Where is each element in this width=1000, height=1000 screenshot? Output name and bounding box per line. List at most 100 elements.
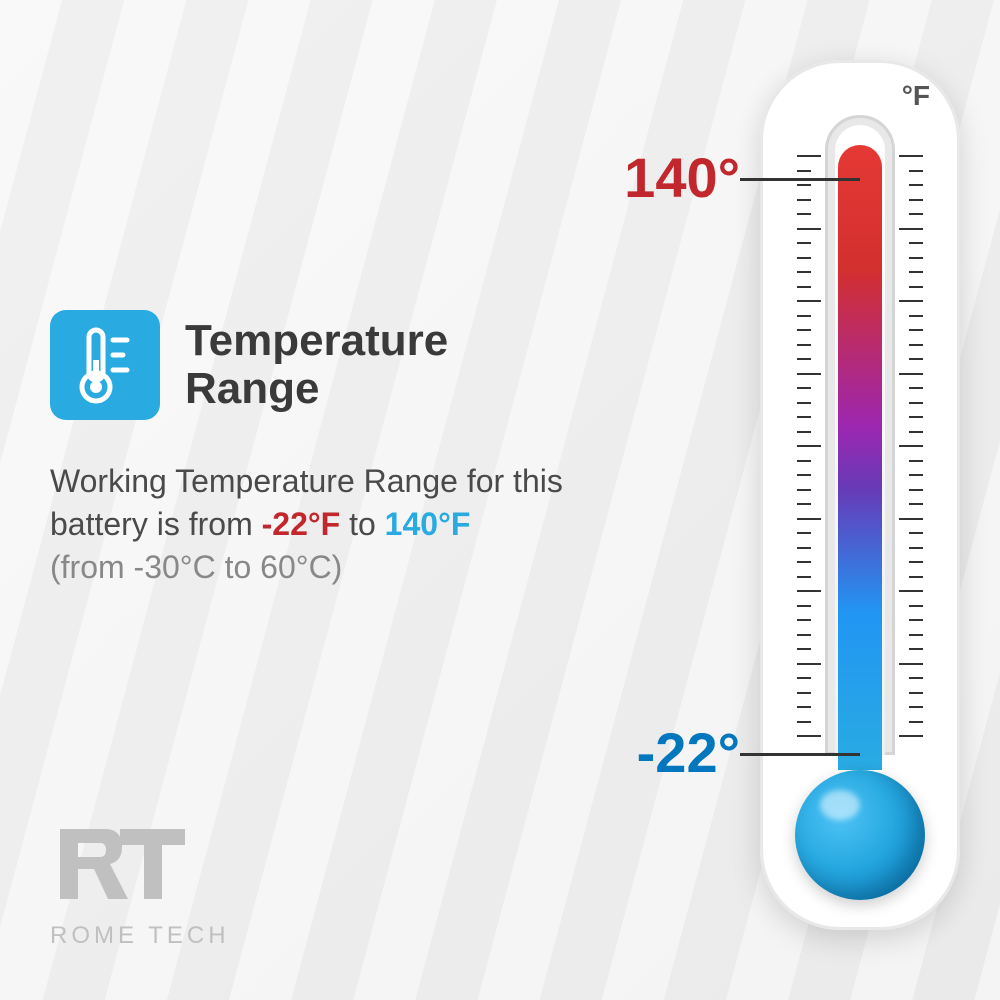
content-panel: Temperature Range Working Temperature Ra… xyxy=(50,310,570,590)
tick xyxy=(797,329,811,331)
tick xyxy=(797,692,811,694)
title-line2: Range xyxy=(185,364,319,413)
tick xyxy=(909,213,923,215)
tick xyxy=(797,706,811,708)
tick xyxy=(797,677,811,679)
tick xyxy=(797,344,811,346)
tick xyxy=(797,503,811,505)
tick xyxy=(797,300,821,302)
tick xyxy=(797,561,811,563)
tick xyxy=(797,445,821,447)
tick xyxy=(909,344,923,346)
tick xyxy=(909,489,923,491)
tick xyxy=(899,590,923,592)
tick xyxy=(909,576,923,578)
tick xyxy=(909,286,923,288)
tick xyxy=(797,460,811,462)
tick xyxy=(797,634,811,636)
infographic-container: Temperature Range Working Temperature Ra… xyxy=(0,0,1000,1000)
tick xyxy=(899,518,923,520)
thermometer-icon xyxy=(75,325,135,405)
thermometer-ticks xyxy=(805,155,915,735)
brand-logo: ROME TECH xyxy=(50,819,230,950)
tick xyxy=(797,213,811,215)
tick xyxy=(899,663,923,665)
tick xyxy=(797,199,811,201)
tick xyxy=(909,387,923,389)
tick xyxy=(797,721,811,723)
description: Working Temperature Range for this batte… xyxy=(50,460,570,590)
tick xyxy=(797,416,811,418)
tick xyxy=(797,547,811,549)
tick xyxy=(797,387,811,389)
tick xyxy=(797,489,811,491)
tick xyxy=(909,460,923,462)
tick xyxy=(909,271,923,273)
tick xyxy=(797,228,821,230)
header-row: Temperature Range xyxy=(50,310,570,420)
tick xyxy=(909,648,923,650)
tick xyxy=(909,416,923,418)
title: Temperature Range xyxy=(185,317,448,414)
tick xyxy=(909,503,923,505)
desc-celsius: (from -30°C to 60°C) xyxy=(50,549,342,585)
tick xyxy=(909,619,923,621)
low-temp-line xyxy=(740,753,860,756)
tick xyxy=(909,315,923,317)
tick xyxy=(899,155,923,157)
tick xyxy=(797,373,821,375)
thermometer-body: °F xyxy=(760,60,960,930)
high-temp-line xyxy=(740,178,860,181)
tick xyxy=(797,619,811,621)
tick xyxy=(797,155,821,157)
tick xyxy=(909,170,923,172)
tick xyxy=(797,184,811,186)
tick xyxy=(797,518,821,520)
tick xyxy=(909,706,923,708)
desc-cold-value: -22°F xyxy=(262,506,341,542)
tick xyxy=(797,735,821,737)
tick xyxy=(899,373,923,375)
tick xyxy=(909,257,923,259)
tick xyxy=(909,329,923,331)
tick xyxy=(797,402,811,404)
tick xyxy=(797,576,811,578)
tick xyxy=(899,228,923,230)
low-temp-label: -22° xyxy=(637,720,740,785)
tick xyxy=(909,431,923,433)
tick xyxy=(797,431,811,433)
tick xyxy=(797,590,821,592)
unit-label: °F xyxy=(902,80,930,112)
tick xyxy=(797,474,811,476)
tick xyxy=(797,170,811,172)
tick xyxy=(899,300,923,302)
title-line1: Temperature xyxy=(185,316,448,365)
tick xyxy=(909,199,923,201)
tick xyxy=(909,721,923,723)
tick xyxy=(797,605,811,607)
thermometer-bulb xyxy=(795,770,925,900)
tick xyxy=(909,561,923,563)
tick xyxy=(909,474,923,476)
tick xyxy=(909,677,923,679)
tick xyxy=(909,634,923,636)
tick xyxy=(909,547,923,549)
tick xyxy=(797,257,811,259)
tick xyxy=(909,358,923,360)
tick xyxy=(909,402,923,404)
tick xyxy=(797,648,811,650)
high-temp-label: 140° xyxy=(624,145,740,210)
thermometer: °F 140° -22° xyxy=(610,60,960,940)
tick xyxy=(797,532,811,534)
tick xyxy=(797,358,811,360)
desc-mid: to xyxy=(340,506,384,542)
tick xyxy=(797,271,811,273)
tick xyxy=(909,605,923,607)
tick xyxy=(797,663,821,665)
logo-text: ROME TECH xyxy=(50,922,230,950)
thermometer-icon-box xyxy=(50,310,160,420)
tick xyxy=(797,242,811,244)
tick xyxy=(909,532,923,534)
tick xyxy=(909,692,923,694)
logo-mark-icon xyxy=(50,819,190,909)
